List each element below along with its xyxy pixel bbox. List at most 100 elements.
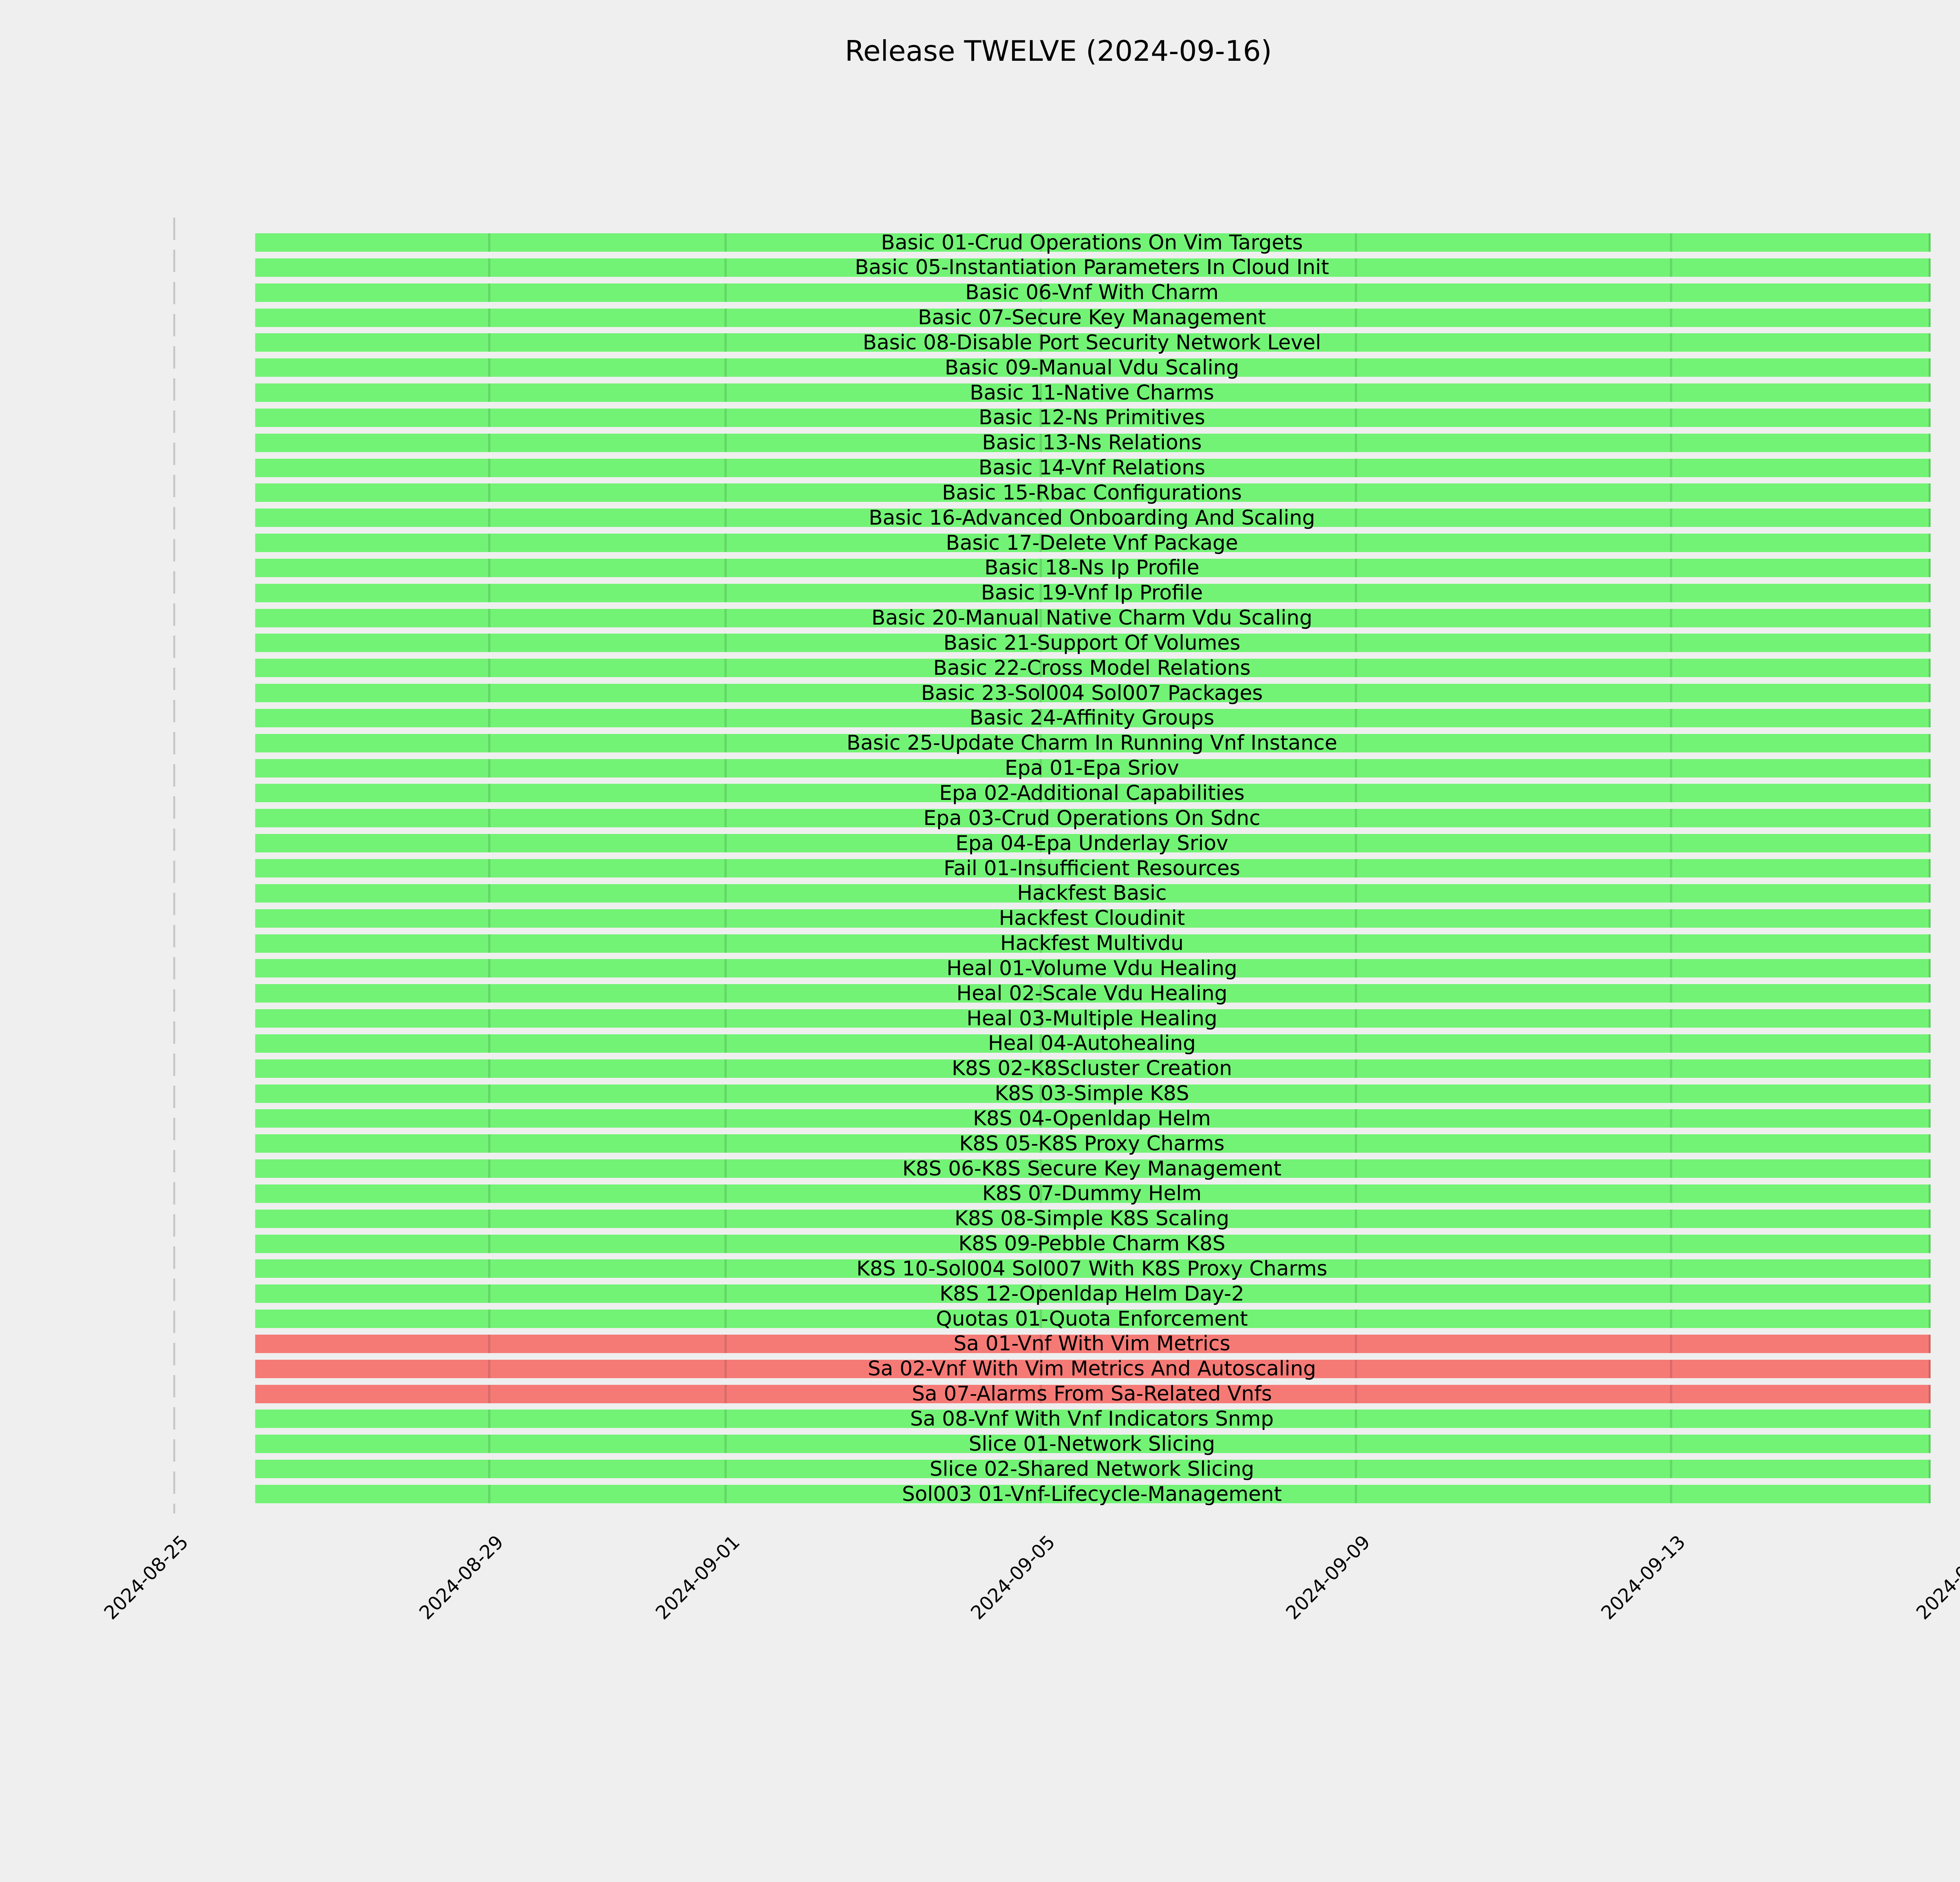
gridline-over-bar <box>1040 1234 1042 1253</box>
gridline-over-bar <box>1040 708 1042 727</box>
gridline-over-bar <box>724 1334 727 1353</box>
gridline-over-bar <box>1355 1460 1357 1479</box>
task-bar: Basic 14-Vnf Relations <box>255 458 1931 478</box>
gridline-over-bar <box>724 759 727 778</box>
gridline-over-bar <box>724 1284 727 1303</box>
task-label: Epa 02-Additional Capabilities <box>939 781 1245 805</box>
task-bar: Basic 08-Disable Port Security Network L… <box>255 332 1931 353</box>
task-label: K8S 04-Openldap Helm <box>973 1106 1211 1130</box>
gridline-over-bar <box>1040 1384 1042 1403</box>
task-label: Basic 21-Support Of Volumes <box>943 631 1241 655</box>
gridline-over-bar <box>724 959 727 978</box>
gridline-over-bar <box>1040 684 1042 703</box>
gridline-over-bar <box>1040 734 1042 752</box>
gridline-over-bar <box>488 1009 490 1028</box>
gridline-over-bar <box>1355 1059 1357 1078</box>
gridline-over-bar <box>1355 558 1357 577</box>
task-bar: Fail 01-Insufficient Resources <box>255 858 1931 879</box>
task-label: Basic 12-Ns Primitives <box>978 406 1205 430</box>
gridline-over-bar <box>724 834 727 853</box>
gridline-over-bar <box>488 1084 490 1103</box>
gridline-over-bar <box>1355 609 1357 627</box>
task-label: Hackfest Basic <box>1017 881 1167 905</box>
gridline-over-bar <box>1040 809 1042 828</box>
gridline-over-bar <box>1355 934 1357 953</box>
gridline-over-bar <box>724 708 727 727</box>
gridline-over-bar <box>724 1310 727 1328</box>
gridline-over-bar <box>1040 1435 1042 1453</box>
task-label: Hackfest Cloudinit <box>999 906 1185 930</box>
gridline-over-bar <box>1670 408 1672 427</box>
gridline-over-bar <box>488 784 490 803</box>
task-bar: Epa 03-Crud Operations On Sdnc <box>255 808 1931 828</box>
gridline-over-bar <box>1355 1284 1357 1303</box>
gridline-over-bar <box>488 534 490 552</box>
task-bar: Sa 02-Vnf With Vim Metrics And Autoscali… <box>255 1359 1931 1379</box>
gridline-over-bar <box>1670 809 1672 828</box>
gridline-over-bar <box>488 308 490 327</box>
gridline-over-bar <box>1670 684 1672 703</box>
task-bar: Basic 05-Instantiation Parameters In Clo… <box>255 257 1931 278</box>
gridline-over-bar <box>1355 283 1357 302</box>
gridline-over-bar <box>724 734 727 752</box>
gridline-over-bar <box>488 458 490 477</box>
task-label: Sa 01-Vnf With Vim Metrics <box>953 1332 1230 1356</box>
task-label: Sa 08-Vnf With Vnf Indicators Snmp <box>910 1407 1274 1431</box>
gridline-over-bar <box>724 1109 727 1128</box>
gridline-over-bar <box>1355 784 1357 803</box>
gridline-over-bar <box>1355 1134 1357 1153</box>
gridline-over-bar <box>488 558 490 577</box>
gridline-over-bar <box>1040 1184 1042 1203</box>
gridline-over-bar <box>1355 834 1357 853</box>
gridline-over-bar <box>1040 1259 1042 1278</box>
gridline-over-bar <box>724 909 727 928</box>
gridline-over-bar <box>1040 634 1042 652</box>
task-bar: Basic 15-Rbac Configurations <box>255 483 1931 503</box>
gridline-over-bar <box>1670 1384 1672 1403</box>
gridline-over-bar <box>1355 1485 1357 1503</box>
gridline-over-bar <box>724 934 727 953</box>
gridline-over-bar <box>1670 358 1672 377</box>
task-bar: Basic 18-Ns Ip Profile <box>255 558 1931 578</box>
gridline <box>173 218 175 1513</box>
task-label: Slice 02-Shared Network Slicing <box>929 1457 1254 1481</box>
gridline-over-bar <box>1670 233 1672 252</box>
gridline-over-bar <box>1670 333 1672 352</box>
gridline-over-bar <box>488 583 490 602</box>
gridline-over-bar <box>1355 634 1357 652</box>
task-label: Epa 04-Epa Underlay Sriov <box>955 831 1229 855</box>
gridline-over-bar <box>1355 1109 1357 1128</box>
gridline-over-bar <box>724 483 727 502</box>
task-label: Sa 07-Alarms From Sa-Related Vnfs <box>912 1382 1272 1406</box>
gridline-over-bar <box>724 609 727 627</box>
gridline-over-bar <box>488 1159 490 1178</box>
gridline-over-bar <box>1670 483 1672 502</box>
task-bar: Basic 25-Update Charm In Running Vnf Ins… <box>255 733 1931 753</box>
task-label: Basic 23-Sol004 Sol007 Packages <box>921 681 1263 705</box>
gridline-over-bar <box>1355 1259 1357 1278</box>
task-bar: K8S 07-Dummy Helm <box>255 1183 1931 1204</box>
gridline-over-bar <box>1355 1009 1357 1028</box>
gridline-over-bar <box>724 634 727 652</box>
gridline-over-bar <box>488 708 490 727</box>
gridline-over-bar <box>1040 1109 1042 1128</box>
gridline-over-bar <box>1355 233 1357 252</box>
task-bar: Basic 01-Crud Operations On Vim Targets <box>255 233 1931 253</box>
gridline-over-bar <box>1355 1410 1357 1428</box>
gridline-over-bar <box>724 809 727 828</box>
task-label: Sol003 01-Vnf-Lifecycle-Management <box>902 1482 1282 1506</box>
task-bar: Basic 22-Cross Model Relations <box>255 658 1931 678</box>
task-bar: Basic 23-Sol004 Sol007 Packages <box>255 681 1931 705</box>
gridline-over-bar <box>1040 1284 1042 1303</box>
gridline-over-bar <box>724 458 727 477</box>
gridline-over-bar <box>1355 258 1357 277</box>
task-bar: Sa 08-Vnf With Vnf Indicators Snmp <box>255 1407 1931 1431</box>
task-bar: Basic 16-Advanced Onboarding And Scaling <box>255 508 1931 528</box>
gridline-over-bar <box>1355 308 1357 327</box>
gridline-over-bar <box>1355 859 1357 877</box>
task-bar: Basic 19-Vnf Ip Profile <box>255 583 1931 603</box>
task-label: Hackfest Multivdu <box>1000 932 1184 956</box>
task-label: Basic 17-Delete Vnf Package <box>946 531 1238 555</box>
gridline-over-bar <box>1670 1359 1672 1378</box>
